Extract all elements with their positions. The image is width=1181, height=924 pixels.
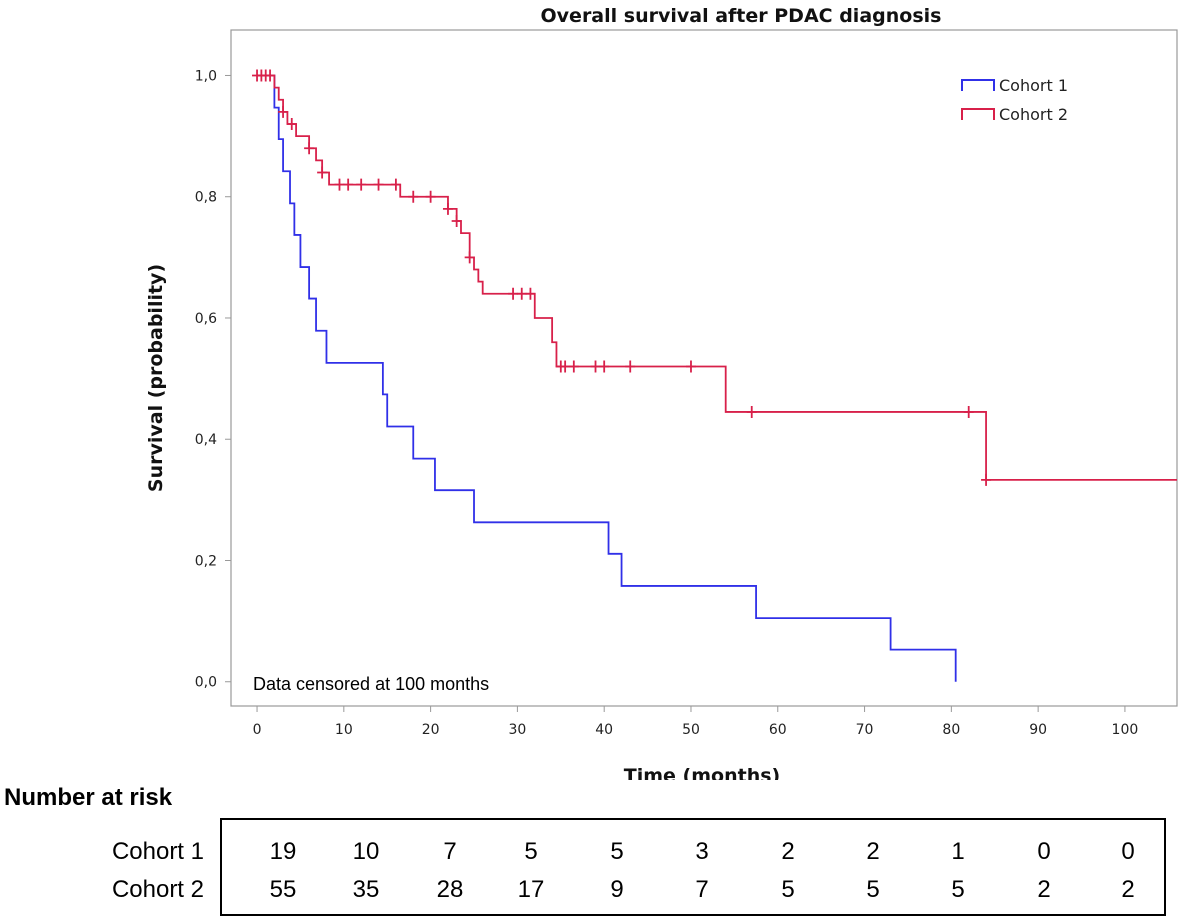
censor-mark-cohort-2 <box>516 287 527 300</box>
risk-cell: 10 <box>352 838 380 865</box>
censor-mark-cohort-2 <box>304 142 315 155</box>
censor-mark-cohort-2 <box>265 69 276 82</box>
chart-title: Overall survival after PDAC diagnosis <box>541 5 942 27</box>
risk-cell: 2 <box>1121 876 1135 903</box>
censor-mark-cohort-2 <box>451 214 462 227</box>
risk-cell: 2 <box>866 838 880 865</box>
risk-cell: 1 <box>951 838 965 865</box>
risk-cell: 0 <box>1121 838 1135 865</box>
censor-mark-cohort-2 <box>981 473 992 486</box>
x-tick-label: 20 <box>422 722 440 738</box>
censor-mark-cohort-2 <box>390 178 401 191</box>
y-axis-label: Survival (probability) <box>145 264 167 492</box>
censor-mark-cohort-2 <box>408 190 419 203</box>
y-tick-label: 0,6 <box>195 311 217 327</box>
censor-mark-cohort-2 <box>746 405 757 418</box>
risk-cell: 3 <box>695 838 709 865</box>
y-tick-label: 0,2 <box>195 553 217 569</box>
censor-mark-cohort-2 <box>963 405 974 418</box>
censor-mark-cohort-2 <box>560 360 571 373</box>
censor-mark-cohort-2 <box>425 190 436 203</box>
x-tick-label: 60 <box>769 722 787 738</box>
x-tick-label: 10 <box>335 722 353 738</box>
x-tick-label: 70 <box>856 722 874 738</box>
censor-mark-cohort-2 <box>317 166 328 179</box>
censor-mark-cohort-2 <box>442 202 453 215</box>
legend-label-cohort-2: Cohort 2 <box>999 105 1068 124</box>
risk-cell: 5 <box>610 838 624 865</box>
plot-frame <box>230 29 1178 707</box>
censor-mark-cohort-2 <box>525 287 536 300</box>
legend-swatch-cohort-2 <box>961 108 995 120</box>
censor-mark-cohort-2 <box>334 178 345 191</box>
risk-cell: 5 <box>781 876 795 903</box>
x-tick-label: 40 <box>595 722 613 738</box>
x-tick-label: 80 <box>942 722 960 738</box>
risk-cell: 9 <box>610 876 624 903</box>
risk-row-label-cohort-2: Cohort 2 <box>111 876 204 903</box>
censor-mark-cohort-2 <box>464 251 475 264</box>
risk-table-title: Number at risk <box>4 784 173 811</box>
risk-cell: 0 <box>1037 838 1051 865</box>
risk-table-box <box>220 818 1166 916</box>
x-tick-label: 0 <box>253 722 262 738</box>
risk-cell: 7 <box>443 838 457 865</box>
risk-cell: 5 <box>866 876 880 903</box>
x-axis-label: Time (months) <box>624 765 780 780</box>
censor-mark-cohort-2 <box>590 360 601 373</box>
survival-curve-cohort-1 <box>257 74 957 682</box>
x-tick-label: 100 <box>1112 722 1139 738</box>
risk-cell: 17 <box>517 876 545 903</box>
y-tick-label: 1,0 <box>195 68 217 84</box>
risk-row-label-cohort-1: Cohort 1 <box>111 838 204 865</box>
risk-cell: 7 <box>695 876 709 903</box>
censor-mark-cohort-2 <box>343 178 354 191</box>
y-tick-label: 0,8 <box>195 190 217 206</box>
censor-mark-cohort-2 <box>625 360 636 373</box>
censor-mark-cohort-2 <box>278 105 289 118</box>
y-axis-ticks: 0,0 0,2 0,4 0,6 0,8 1,0 <box>195 68 231 691</box>
risk-cell: 35 <box>352 876 380 903</box>
x-axis-ticks: 0 10 20 30 40 50 60 70 80 90 100 <box>253 706 1139 738</box>
censor-mark-cohort-2 <box>373 178 384 191</box>
x-tick-label: 50 <box>682 722 700 738</box>
censor-mark-cohort-2 <box>356 178 367 191</box>
censor-note: Data censored at 100 months <box>253 674 489 694</box>
x-tick-label: 90 <box>1029 722 1047 738</box>
legend: Cohort 1 Cohort 2 <box>961 76 1068 124</box>
survival-curve-cohort-2 <box>257 74 1177 481</box>
legend-label-cohort-1: Cohort 1 <box>999 76 1068 95</box>
survival-chart: Overall survival after PDAC diagnosis 0,… <box>145 5 1178 780</box>
censor-mark-cohort-2 <box>568 360 579 373</box>
risk-cell: 55 <box>269 876 297 903</box>
risk-cell: 5 <box>524 838 538 865</box>
censor-mark-cohort-2 <box>286 117 297 130</box>
x-tick-label: 30 <box>508 722 526 738</box>
risk-cell: 28 <box>436 876 464 903</box>
censor-mark-cohort-2 <box>599 360 610 373</box>
risk-cell: 19 <box>269 838 297 865</box>
censor-mark-cohort-2 <box>508 287 519 300</box>
y-tick-label: 0,0 <box>195 675 217 691</box>
series-layer <box>252 69 1177 682</box>
y-tick-label: 0,4 <box>195 432 217 448</box>
censor-mark-cohort-2 <box>685 360 696 373</box>
risk-cell: 2 <box>1037 876 1051 903</box>
legend-swatch-cohort-1 <box>961 79 995 91</box>
risk-cell: 5 <box>951 876 965 903</box>
risk-cell: 2 <box>781 838 795 865</box>
